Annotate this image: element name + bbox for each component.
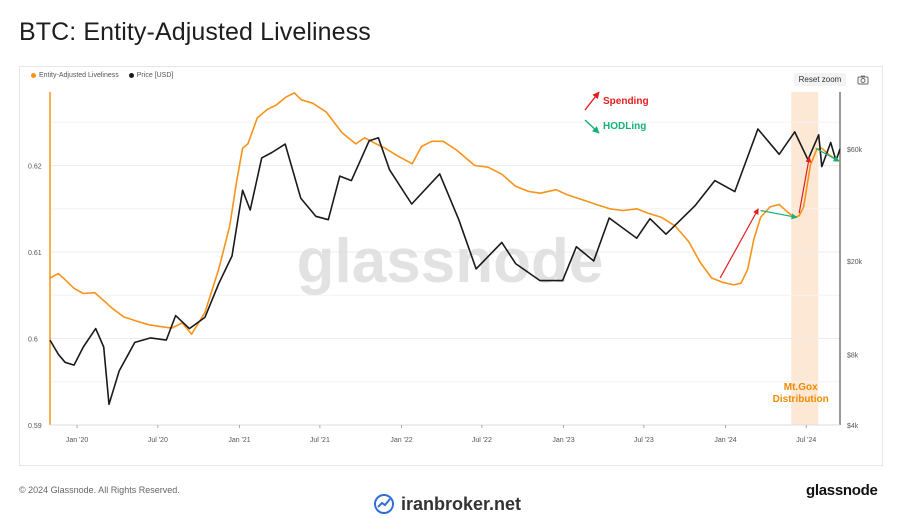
x-tick-label: Jul '24	[796, 437, 816, 444]
camera-icon[interactable]	[857, 73, 869, 85]
y-right-tick-label: $8k	[847, 352, 859, 359]
series-line-price	[49, 128, 841, 406]
y-left-tick-label: 0.61	[28, 250, 42, 257]
x-tick-label: Jul '22	[472, 437, 492, 444]
legend-item-liveliness[interactable]: Entity-Adjusted Liveliness	[31, 72, 119, 79]
y-left-tick-label: 0.62	[28, 164, 42, 171]
legend-label-liveliness: Entity-Adjusted Liveliness	[39, 72, 119, 79]
x-tick-label: Jan '22	[390, 437, 412, 444]
iranbroker-logo: iranbroker.net	[373, 492, 533, 516]
mtgox-distribution-band	[791, 92, 819, 425]
hodling-trend-arrow	[815, 147, 840, 162]
x-tick-label: Jul '23	[634, 437, 654, 444]
iranbroker-icon	[374, 494, 394, 514]
legend-label-price: Price [USD]	[136, 72, 174, 79]
x-tick-label: Jul '20	[148, 437, 168, 444]
y-left-tick-label: 0.59	[28, 423, 42, 430]
watermark-text: glassnode	[297, 227, 604, 296]
x-tick-label: Jan '20	[66, 437, 88, 444]
y-right-tick-label: $60k	[847, 147, 863, 154]
y-right-tick-label: $20k	[847, 259, 863, 266]
reset-zoom-button[interactable]: Reset zoom	[794, 73, 846, 86]
legend-swatch-liveliness	[31, 73, 36, 78]
x-tick-label: Jan '23	[552, 437, 574, 444]
copyright-text: © 2024 Glassnode. All Rights Reserved.	[19, 485, 180, 495]
spending-label: Spending	[603, 96, 649, 107]
legend-swatch-price	[128, 73, 134, 78]
y-right-tick-label: $4k	[847, 423, 859, 430]
hodling-legend-arrow	[584, 119, 600, 134]
iranbroker-text: iranbroker.net	[401, 493, 522, 514]
x-tick-label: Jul '21	[310, 437, 330, 444]
legend-item-price[interactable]: Price [USD]	[128, 72, 174, 79]
chart-panel	[19, 66, 883, 466]
spending-trend-arrow	[798, 156, 812, 214]
chart-legend: Entity-Adjusted Liveliness Price [USD]	[31, 72, 173, 79]
y-left-tick-label: 0.6	[28, 337, 38, 344]
footer-brand: glassnode	[806, 482, 878, 499]
spending-trend-arrow	[719, 208, 759, 279]
spending-legend-arrow	[584, 91, 600, 111]
hodling-trend-arrow	[760, 209, 798, 220]
page-title: BTC: Entity-Adjusted Liveliness	[19, 18, 371, 46]
x-tick-label: Jan '21	[228, 437, 250, 444]
hodling-label: HODLing	[603, 121, 646, 132]
mtgox-label-line: Distribution	[773, 394, 829, 405]
x-tick-label: Jan '24	[714, 437, 736, 444]
mtgox-label-line: Mt.Gox	[784, 382, 818, 393]
series-line-liveliness	[49, 92, 841, 335]
